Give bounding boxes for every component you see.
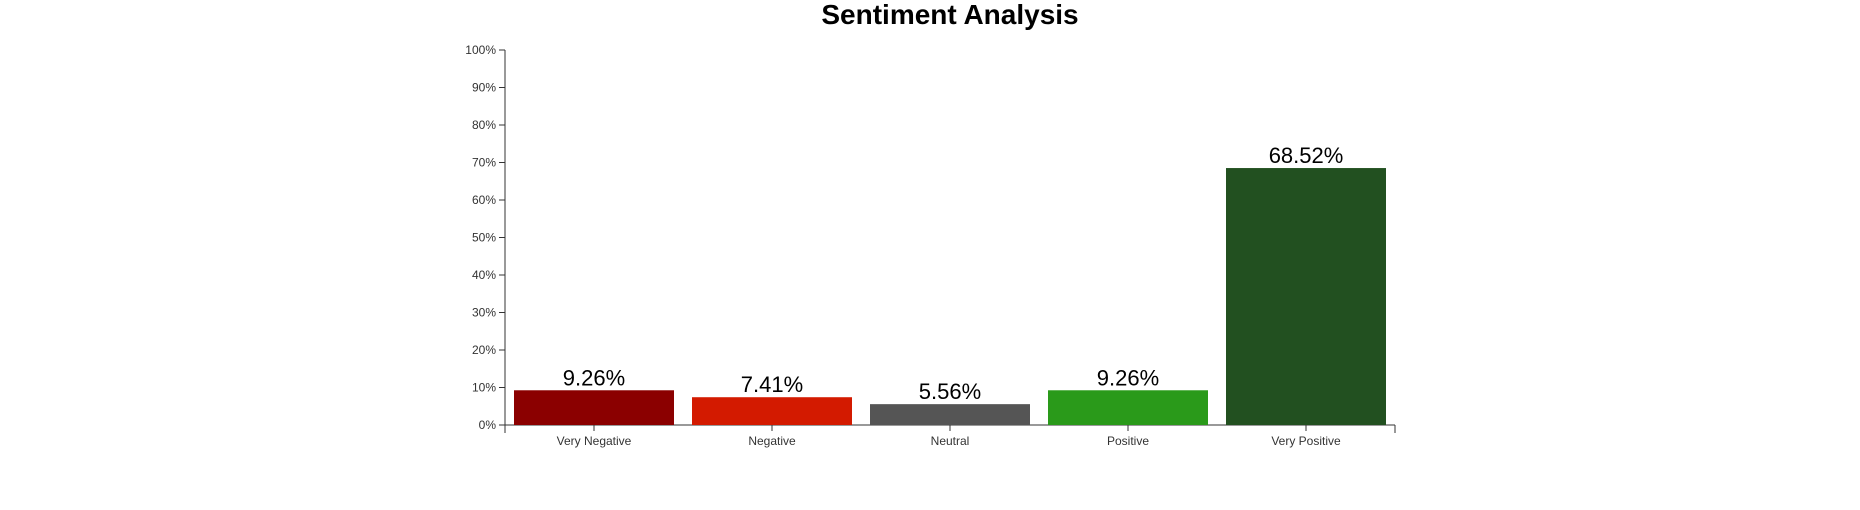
bar-negative: [692, 397, 852, 425]
y-tick-label: 20%: [472, 343, 496, 357]
y-tick-label: 80%: [472, 118, 496, 132]
y-tick-label: 70%: [472, 156, 496, 170]
x-tick-label: Negative: [748, 434, 796, 448]
value-labels: 9.26% 7.41% 5.56% 9.26% 68.52%: [563, 143, 1344, 404]
x-tick-label: Neutral: [931, 434, 970, 448]
y-tick-label: 100%: [465, 43, 496, 57]
value-label: 7.41%: [741, 372, 803, 397]
chart-title: Sentiment Analysis: [821, 0, 1078, 30]
value-label: 68.52%: [1269, 143, 1344, 168]
x-tick-label: Very Negative: [557, 434, 632, 448]
y-tick-label: 40%: [472, 268, 496, 282]
x-tick-label: Very Positive: [1271, 434, 1341, 448]
bars: [514, 168, 1386, 426]
y-tick-label: 50%: [472, 231, 496, 245]
bar-neutral: [870, 404, 1030, 425]
value-label: 5.56%: [919, 379, 981, 404]
y-tick-label: 60%: [472, 193, 496, 207]
y-axis: 0% 10% 20% 30% 40% 50% 60% 70% 80% 90% 100%: [465, 43, 506, 433]
x-tick-label: Positive: [1107, 434, 1149, 448]
y-tick-label: 90%: [472, 81, 496, 95]
y-tick-label: 10%: [472, 381, 496, 395]
value-label: 9.26%: [563, 365, 625, 390]
x-axis: Very Negative Negative Neutral Positive Very…: [505, 424, 1396, 448]
bar-very-positive: [1226, 168, 1386, 426]
bar-very-negative: [514, 390, 674, 425]
bar-positive: [1048, 390, 1208, 425]
value-label: 9.26%: [1097, 365, 1159, 390]
y-tick-label: 30%: [472, 306, 496, 320]
y-tick-label: 0%: [479, 418, 497, 432]
